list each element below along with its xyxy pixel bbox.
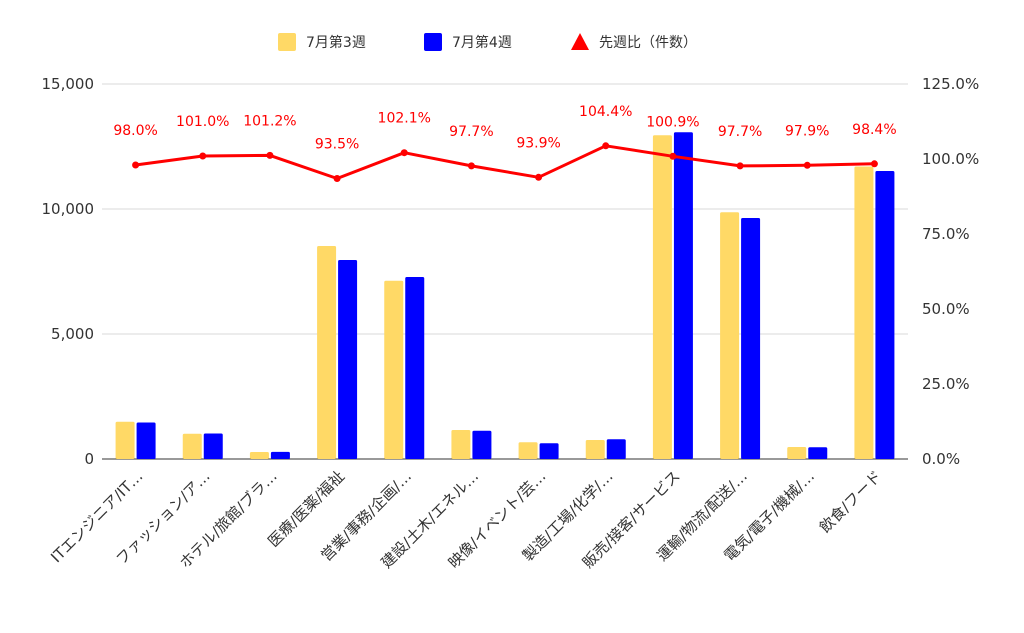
- right-tick-label: 125.0%: [922, 75, 979, 93]
- legend-swatch-1: [278, 33, 296, 51]
- data-labels: 98.0% 101.0% 101.2% 93.5% 102.1% 97.7% 93.9% 10…: [113, 104, 896, 153]
- ratio-point: [803, 161, 811, 169]
- bar-1: [585, 440, 605, 459]
- ratio-point: [535, 173, 543, 181]
- right-tick-label: 75.0%: [922, 225, 970, 243]
- x-tick-label: 飲食/フード: [816, 467, 885, 536]
- ratio-data-label: 93.5%: [315, 137, 359, 153]
- bar-2: [741, 218, 761, 459]
- bar-2: [203, 433, 223, 459]
- ratio-data-label: 101.0%: [176, 114, 229, 130]
- bar-2: [405, 277, 425, 459]
- ratio-data-label: 98.4%: [852, 122, 896, 138]
- x-axis-labels: ITエンジニア/IT…ファッション/ア…ホテル/旅館/ブラ…医療/医薬/福祉営業…: [47, 467, 885, 572]
- bar-2: [539, 443, 559, 459]
- legend-triangle-marker: [571, 33, 589, 50]
- bar-1: [384, 280, 404, 459]
- bar-1: [854, 166, 874, 459]
- bar-1: [451, 430, 471, 459]
- bar-1: [720, 212, 740, 459]
- bar-2: [606, 439, 626, 459]
- left-y-axis: 0 5,000 10,000 15,000: [42, 75, 95, 468]
- left-tick-label: 10,000: [42, 200, 95, 218]
- bar-series: [115, 132, 895, 459]
- left-tick-label: 5,000: [51, 325, 94, 343]
- legend-swatch-2: [424, 33, 442, 51]
- bar-2: [338, 260, 358, 459]
- ratio-point: [669, 152, 677, 160]
- right-tick-label: 0.0%: [922, 450, 960, 468]
- ratio-point: [602, 142, 610, 150]
- bar-2: [136, 422, 156, 459]
- bar-2: [808, 447, 828, 459]
- legend-label-2: 7月第4週: [452, 34, 512, 51]
- ratio-point: [467, 162, 475, 170]
- right-tick-label: 100.0%: [922, 150, 979, 168]
- ratio-data-label: 97.9%: [785, 123, 829, 139]
- ratio-data-label: 97.7%: [718, 124, 762, 140]
- ratio-data-label: 98.0%: [113, 123, 157, 139]
- bar-1: [182, 433, 202, 459]
- right-tick-label: 25.0%: [922, 375, 970, 393]
- left-tick-label: 15,000: [42, 75, 95, 93]
- ratio-point: [266, 151, 274, 159]
- bar-2: [472, 430, 492, 459]
- ratio-data-label: 97.7%: [449, 124, 493, 140]
- bar-2: [875, 171, 895, 459]
- bar-1: [652, 135, 672, 459]
- bar-2: [673, 132, 693, 459]
- legend-label-3: 先週比（件数）: [599, 35, 697, 51]
- ratio-data-label: 104.4%: [579, 104, 632, 120]
- ratio-line: [135, 144, 875, 180]
- ratio-point: [736, 162, 744, 170]
- right-tick-label: 50.0%: [922, 300, 970, 318]
- legend: 7月第3週 7月第4週 先週比（件数）: [278, 33, 697, 51]
- ratio-point: [199, 152, 207, 160]
- bar-1: [317, 246, 337, 459]
- ratio-point: [333, 175, 341, 182]
- ratio-point: [132, 161, 140, 169]
- line-series: [132, 142, 878, 182]
- left-tick-label: 0: [84, 450, 94, 468]
- gridlines: [102, 83, 908, 460]
- right-y-axis: 0.0% 25.0% 50.0% 75.0% 100.0% 125.0%: [922, 75, 979, 468]
- bar-1: [115, 421, 135, 459]
- legend-label-1: 7月第3週: [306, 34, 366, 51]
- ratio-data-label: 102.1%: [378, 111, 431, 127]
- bar-2: [270, 451, 290, 459]
- bar-1: [518, 442, 538, 459]
- bar-1: [249, 452, 269, 459]
- bar-1: [787, 447, 807, 459]
- ratio-data-label: 100.9%: [646, 114, 699, 130]
- ratio-data-label: 101.2%: [243, 113, 296, 129]
- ratio-point: [400, 149, 408, 157]
- ratio-data-label: 93.9%: [516, 135, 560, 151]
- ratio-point: [870, 160, 878, 168]
